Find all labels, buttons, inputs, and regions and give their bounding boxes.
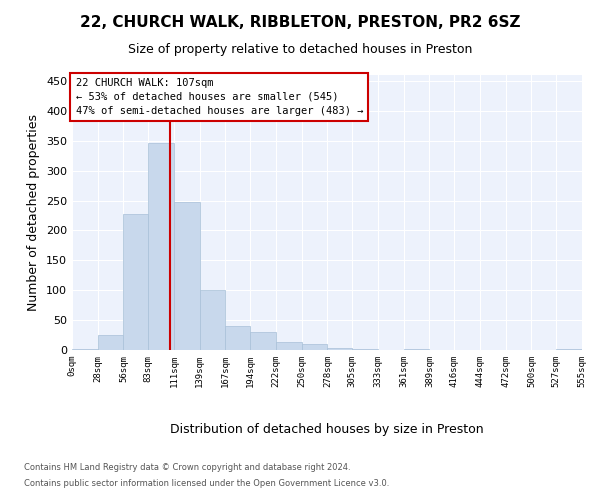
Text: 22, CHURCH WALK, RIBBLETON, PRESTON, PR2 6SZ: 22, CHURCH WALK, RIBBLETON, PRESTON, PR2… — [80, 15, 520, 30]
Bar — [72, 349, 98, 350]
Bar — [200, 290, 226, 350]
Bar — [328, 348, 352, 350]
Bar — [98, 335, 124, 350]
Bar — [302, 344, 328, 350]
Bar — [226, 326, 250, 350]
Bar — [250, 332, 276, 350]
Bar — [556, 349, 582, 350]
Text: Size of property relative to detached houses in Preston: Size of property relative to detached ho… — [128, 42, 472, 56]
Bar — [174, 202, 200, 350]
Text: Contains public sector information licensed under the Open Government Licence v3: Contains public sector information licen… — [24, 478, 389, 488]
Bar — [276, 342, 302, 350]
Text: 22 CHURCH WALK: 107sqm
← 53% of detached houses are smaller (545)
47% of semi-de: 22 CHURCH WALK: 107sqm ← 53% of detached… — [76, 78, 363, 116]
Bar — [124, 214, 148, 350]
Y-axis label: Number of detached properties: Number of detached properties — [28, 114, 40, 311]
Text: Contains HM Land Registry data © Crown copyright and database right 2024.: Contains HM Land Registry data © Crown c… — [24, 464, 350, 472]
Bar — [148, 142, 174, 350]
Text: Distribution of detached houses by size in Preston: Distribution of detached houses by size … — [170, 422, 484, 436]
